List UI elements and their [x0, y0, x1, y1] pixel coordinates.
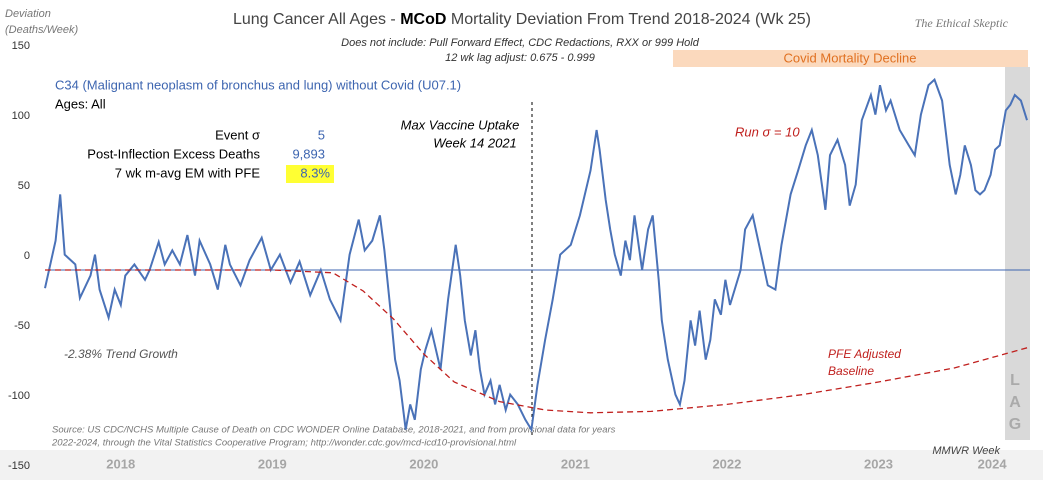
x-tick-label: 2020 [409, 456, 438, 471]
lag-letter: A [1009, 394, 1021, 411]
y-tick-label: -150 [8, 460, 30, 472]
title-part: MCoD [400, 11, 446, 28]
series-line [44, 77, 1028, 433]
ages: Ages: All [55, 96, 106, 111]
x-tick-label: 2018 [106, 456, 135, 471]
y-tick-label: -100 [8, 390, 30, 402]
annotation: Baseline [828, 364, 874, 378]
y-tick-label: 50 [18, 180, 30, 192]
x-axis-label: MMWR Week [932, 445, 1000, 457]
stat-value: 9,893 [292, 146, 325, 161]
source: 2022-2024, through the Vital Statistics … [51, 438, 517, 449]
x-tick-label: 2019 [258, 456, 287, 471]
chart-title: Lung Cancer All Ages - MCoD Mortality De… [233, 11, 811, 28]
y-axis-label: (Deaths/Week) [5, 24, 78, 36]
stat-label: 7 wk m-avg EM with PFE [115, 165, 261, 180]
annotation: -2.38% Trend Growth [64, 347, 178, 361]
heading: C34 (Malignant neoplasm of bronchus and … [55, 77, 461, 92]
lag-letter: G [1009, 416, 1021, 433]
x-tick-label: 2023 [864, 456, 893, 471]
y-tick-label: -50 [14, 320, 30, 332]
annotation: Week 14 2021 [433, 135, 517, 150]
annotation: PFE Adjusted [828, 347, 901, 361]
brand: The Ethical Skeptic [915, 16, 1009, 30]
source: Source: US CDC/NCHS Multiple Cause of De… [52, 425, 616, 436]
stat-value: 5 [318, 127, 325, 142]
decline-band [673, 50, 1028, 67]
lag-letter: L [1010, 372, 1020, 389]
y-tick-label: 0 [24, 250, 30, 262]
y-tick-label: 100 [12, 110, 30, 122]
title-part: Mortality Deviation From Trend 2018-2024… [446, 11, 811, 28]
annotation: Covid Mortality Decline [784, 50, 917, 65]
x-tick-label: 2021 [561, 456, 590, 471]
title-part: Lung Cancer All Ages - [233, 11, 400, 28]
y-axis-label: Deviation [5, 8, 51, 20]
stats: Event σ 5 Post-Inflection Excess Deaths … [87, 127, 330, 180]
stat-value: 8.3% [300, 165, 330, 180]
year-strip [0, 450, 1043, 480]
x-tick-label: 2022 [712, 456, 741, 471]
y-tick-label: 150 [12, 40, 30, 52]
subtitle: 12 wk lag adjust: 0.675 - 0.999 [445, 52, 595, 64]
highlight [286, 165, 334, 183]
annotation: Max Vaccine Uptake [401, 117, 520, 132]
lag-band [1005, 67, 1030, 440]
subtitle: Does not include: Pull Forward Effect, C… [341, 37, 700, 49]
x-tick-label: 2024 [978, 456, 1008, 471]
annotation: Run σ = 10 [735, 124, 800, 139]
stat-label: Post-Inflection Excess Deaths [87, 146, 260, 161]
stat-label: Event σ [215, 127, 260, 142]
series-line [45, 269, 1031, 414]
